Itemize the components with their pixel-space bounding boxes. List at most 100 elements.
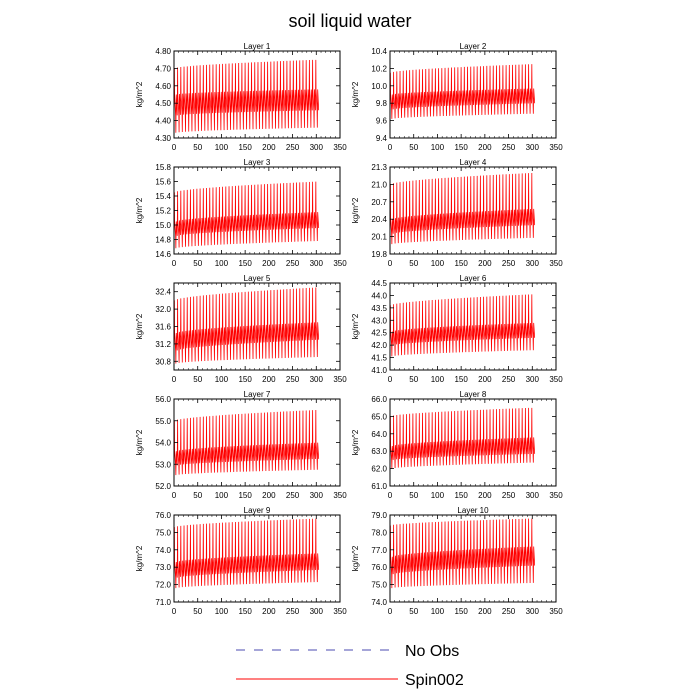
plot-frame <box>389 282 557 371</box>
x-tick-label: 300 <box>526 607 540 616</box>
y-tick-label: 19.8 <box>371 250 387 259</box>
panel-title: Layer 3 <box>244 158 271 167</box>
y-axis-label: kg/m^2 <box>351 197 360 223</box>
y-tick-label: 43.0 <box>371 316 387 325</box>
series-line-spin002 <box>173 181 320 249</box>
y-axis-label: kg/m^2 <box>351 429 360 455</box>
y-axis-label: kg/m^2 <box>135 313 144 339</box>
y-tick-label: 62.0 <box>371 465 387 474</box>
y-tick-label: 66.0 <box>371 395 387 404</box>
panel-title: Layer 5 <box>244 274 271 283</box>
y-tick-label: 20.4 <box>371 215 387 224</box>
series-line-spin002 <box>173 59 320 133</box>
x-tick-label: 200 <box>478 259 492 268</box>
y-tick-label: 20.1 <box>371 233 387 242</box>
y-tick-label: 21.3 <box>371 163 387 172</box>
x-tick-label: 350 <box>549 143 563 152</box>
y-axis-label: kg/m^2 <box>351 313 360 339</box>
x-tick-label: 250 <box>502 491 516 500</box>
y-tick-label: 15.6 <box>155 178 171 187</box>
y-tick-label: 53.0 <box>155 460 171 469</box>
y-axis-label: kg/m^2 <box>135 429 144 455</box>
y-tick-label: 10.4 <box>371 47 387 56</box>
x-tick-label: 300 <box>310 259 324 268</box>
plot-frame <box>389 166 557 255</box>
x-tick-label: 250 <box>502 607 516 616</box>
x-tick-label: 0 <box>172 259 177 268</box>
y-axis-label: kg/m^2 <box>135 545 144 571</box>
series-line-spin002 <box>389 64 536 119</box>
x-tick-label: 0 <box>388 491 393 500</box>
x-tick-label: 300 <box>526 259 540 268</box>
y-tick-label: 76.0 <box>155 511 171 520</box>
y-tick-label: 4.50 <box>155 99 171 108</box>
x-tick-label: 50 <box>193 375 202 384</box>
x-tick-label: 50 <box>409 491 418 500</box>
plot-frame <box>173 166 341 255</box>
x-tick-label: 100 <box>431 143 445 152</box>
x-tick-label: 200 <box>262 607 276 616</box>
y-tick-label: 64.0 <box>371 430 387 439</box>
y-tick-label: 55.0 <box>155 417 171 426</box>
y-axis-label: kg/m^2 <box>135 81 144 107</box>
panel-layer-9: 0 50 100 150 200 250 300 350 71.0 72.0 73.0 74.0 75.… <box>135 506 347 616</box>
y-tick-label: 52.0 <box>155 482 171 491</box>
y-tick-label: 15.0 <box>155 221 171 230</box>
x-tick-label: 300 <box>310 375 324 384</box>
x-tick-label: 250 <box>502 259 516 268</box>
x-tick-label: 150 <box>238 143 252 152</box>
y-tick-label: 10.0 <box>371 82 387 91</box>
x-tick-label: 350 <box>333 491 347 500</box>
x-tick-label: 300 <box>526 375 540 384</box>
x-tick-label: 0 <box>388 259 393 268</box>
x-tick-label: 150 <box>454 491 468 500</box>
y-tick-label: 42.5 <box>371 329 387 338</box>
y-axis-label: kg/m^2 <box>351 545 360 571</box>
y-tick-label: 43.5 <box>371 304 387 313</box>
legend-label: No Obs <box>405 643 459 660</box>
x-tick-label: 350 <box>333 375 347 384</box>
y-tick-label: 15.4 <box>155 192 171 201</box>
x-tick-label: 0 <box>388 375 393 384</box>
y-tick-label: 4.40 <box>155 117 171 126</box>
panel-title: Layer 8 <box>460 390 487 399</box>
x-tick-label: 50 <box>193 259 202 268</box>
y-tick-label: 9.8 <box>376 99 388 108</box>
x-tick-label: 250 <box>286 143 300 152</box>
x-tick-label: 50 <box>193 607 202 616</box>
y-tick-label: 63.0 <box>371 447 387 456</box>
y-tick-label: 77.0 <box>371 546 387 555</box>
y-tick-label: 4.60 <box>155 82 171 91</box>
y-tick-label: 32.4 <box>155 288 171 297</box>
y-tick-label: 74.0 <box>371 598 387 607</box>
x-tick-label: 350 <box>549 375 563 384</box>
x-tick-label: 0 <box>388 143 393 152</box>
y-tick-label: 10.2 <box>371 64 387 73</box>
x-tick-label: 200 <box>478 607 492 616</box>
x-tick-label: 200 <box>478 491 492 500</box>
legend-label: Spin002 <box>405 672 464 689</box>
y-tick-label: 41.5 <box>371 354 387 363</box>
series-line-spin002 <box>173 518 320 589</box>
panel-layer-10: 0 50 100 150 200 250 300 350 74.0 75.0 76.0 77.0 78.… <box>351 506 563 616</box>
y-tick-label: 42.0 <box>371 341 387 350</box>
y-tick-label: 44.0 <box>371 291 387 300</box>
y-tick-label: 15.8 <box>155 163 171 172</box>
plot-frame <box>389 398 557 487</box>
x-tick-label: 150 <box>238 259 252 268</box>
x-tick-label: 250 <box>286 607 300 616</box>
x-tick-label: 50 <box>409 259 418 268</box>
y-tick-label: 61.0 <box>371 482 387 491</box>
panel-title: Layer 9 <box>244 506 271 515</box>
y-tick-label: 32.0 <box>155 305 171 314</box>
y-axis-label: kg/m^2 <box>135 197 144 223</box>
panel-title: Layer 1 <box>244 42 271 51</box>
x-tick-label: 50 <box>193 491 202 500</box>
y-tick-label: 75.0 <box>371 581 387 590</box>
x-tick-label: 350 <box>549 259 563 268</box>
y-tick-label: 4.80 <box>155 47 171 56</box>
x-tick-label: 100 <box>215 607 229 616</box>
plot-frame <box>173 398 341 487</box>
x-tick-label: 250 <box>286 259 300 268</box>
plot-frame <box>389 514 557 603</box>
